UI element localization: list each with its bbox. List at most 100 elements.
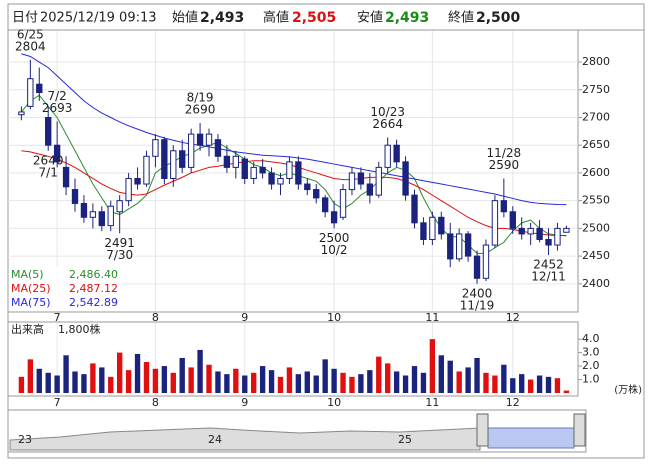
volume-title: 出来高 <box>11 322 44 336</box>
candle-body <box>286 161 293 179</box>
candle-body <box>170 150 177 179</box>
navigator-label: 23 <box>18 433 32 446</box>
volume-bar <box>322 359 328 393</box>
volume-bar <box>116 352 123 393</box>
volume-last: 1,800株 <box>58 322 101 336</box>
candle-body <box>509 211 516 229</box>
volume-bar <box>72 371 78 393</box>
navigator-handle-left[interactable] <box>476 413 489 447</box>
y-tick-label: 3.0 <box>582 346 600 359</box>
volume-bar <box>420 372 427 393</box>
navigator-label: 25 <box>398 433 412 446</box>
y-tick-label: 2400 <box>582 277 610 290</box>
x-tick-label: 9 <box>241 396 248 409</box>
legend <box>9 267 121 311</box>
candle-body <box>277 177 284 185</box>
ma-line <box>21 53 567 206</box>
volume-bar <box>563 390 570 393</box>
y-tick-label: 2700 <box>582 110 610 123</box>
legend-value: 2,487.12 <box>69 282 118 295</box>
volume-bar <box>99 367 105 393</box>
volume-bar <box>45 372 51 393</box>
volume-bar <box>411 366 418 393</box>
volume-bar <box>545 376 552 393</box>
annotation: 7/30 <box>106 248 133 262</box>
volume-bar <box>313 375 319 393</box>
candle-body <box>420 222 427 240</box>
candle-body <box>214 139 222 157</box>
candle-body <box>80 202 88 218</box>
candle-body <box>402 161 409 196</box>
volume-bar <box>429 339 436 393</box>
candle-body <box>500 200 508 213</box>
volume-bar <box>456 371 462 393</box>
volume-bar <box>81 374 87 393</box>
candle-body <box>366 183 374 196</box>
candle-body <box>27 78 34 107</box>
volume-bar <box>134 353 141 393</box>
candle-body <box>330 211 338 224</box>
candle-body <box>232 155 240 168</box>
y-tick-label: 2650 <box>582 138 610 151</box>
annotation: 8/19 <box>187 91 214 105</box>
candle-body <box>268 172 275 185</box>
close-value: 2,500 <box>476 10 521 26</box>
volume-bar <box>179 358 185 393</box>
candle-body <box>473 255 481 279</box>
annotation: 2693 <box>42 101 73 115</box>
volume-panel <box>7 321 579 397</box>
candle-body <box>536 227 543 240</box>
candle-body <box>45 116 52 146</box>
x-tick-label: 7 <box>54 396 61 409</box>
x-tick-label: 8 <box>152 311 159 324</box>
x-tick-label: 10 <box>327 396 341 409</box>
volume-bar <box>18 376 25 393</box>
ma-line <box>21 150 567 237</box>
candle-body <box>304 183 311 191</box>
candle-body <box>563 227 570 233</box>
volume-bar <box>536 375 543 393</box>
x-tick-label: 11 <box>425 311 439 324</box>
volume-bar <box>242 375 248 393</box>
candle-body <box>196 133 204 146</box>
candle-body <box>259 166 266 174</box>
volume-bar <box>125 370 132 393</box>
annotation: 11/28 <box>487 146 522 160</box>
volume-bar <box>268 370 275 393</box>
volume-bar <box>393 371 400 393</box>
annotation: 2491 <box>104 236 135 250</box>
candle-body <box>89 211 97 218</box>
navigator-window[interactable] <box>487 427 575 449</box>
volume-bar <box>259 366 266 393</box>
candle-body <box>62 166 70 188</box>
volume-bar <box>188 367 194 393</box>
annotation: 10/2 <box>321 243 348 257</box>
volume-bar <box>295 374 302 393</box>
candle-body <box>545 238 552 246</box>
y-tick-label: 2750 <box>582 83 610 96</box>
price-panel <box>7 29 579 313</box>
annotation: 6/25 <box>17 27 44 41</box>
open-label: 始値 <box>172 10 198 26</box>
candle-body <box>179 150 186 168</box>
candle-body <box>223 155 231 168</box>
candle-body <box>375 166 382 196</box>
candle-body <box>357 172 365 185</box>
annotation: 2664 <box>372 117 403 131</box>
annotation: 7/1 <box>39 165 58 179</box>
x-tick-label: 8 <box>152 396 159 409</box>
volume-bar <box>385 363 391 393</box>
candle-body <box>143 155 150 185</box>
navigator-handle-right[interactable] <box>573 413 586 447</box>
y-tick-label: 4.0 <box>582 332 600 345</box>
annotation: 2590 <box>489 158 520 172</box>
legend-value: 2,486.40 <box>69 268 118 281</box>
volume-bar <box>63 355 69 393</box>
candle-body <box>71 189 79 204</box>
legend-value: 2,542.89 <box>69 296 118 309</box>
candle-body <box>295 161 302 185</box>
volume-bar <box>206 364 212 393</box>
candle-body <box>393 144 400 163</box>
annotation: 2500 <box>319 231 350 245</box>
